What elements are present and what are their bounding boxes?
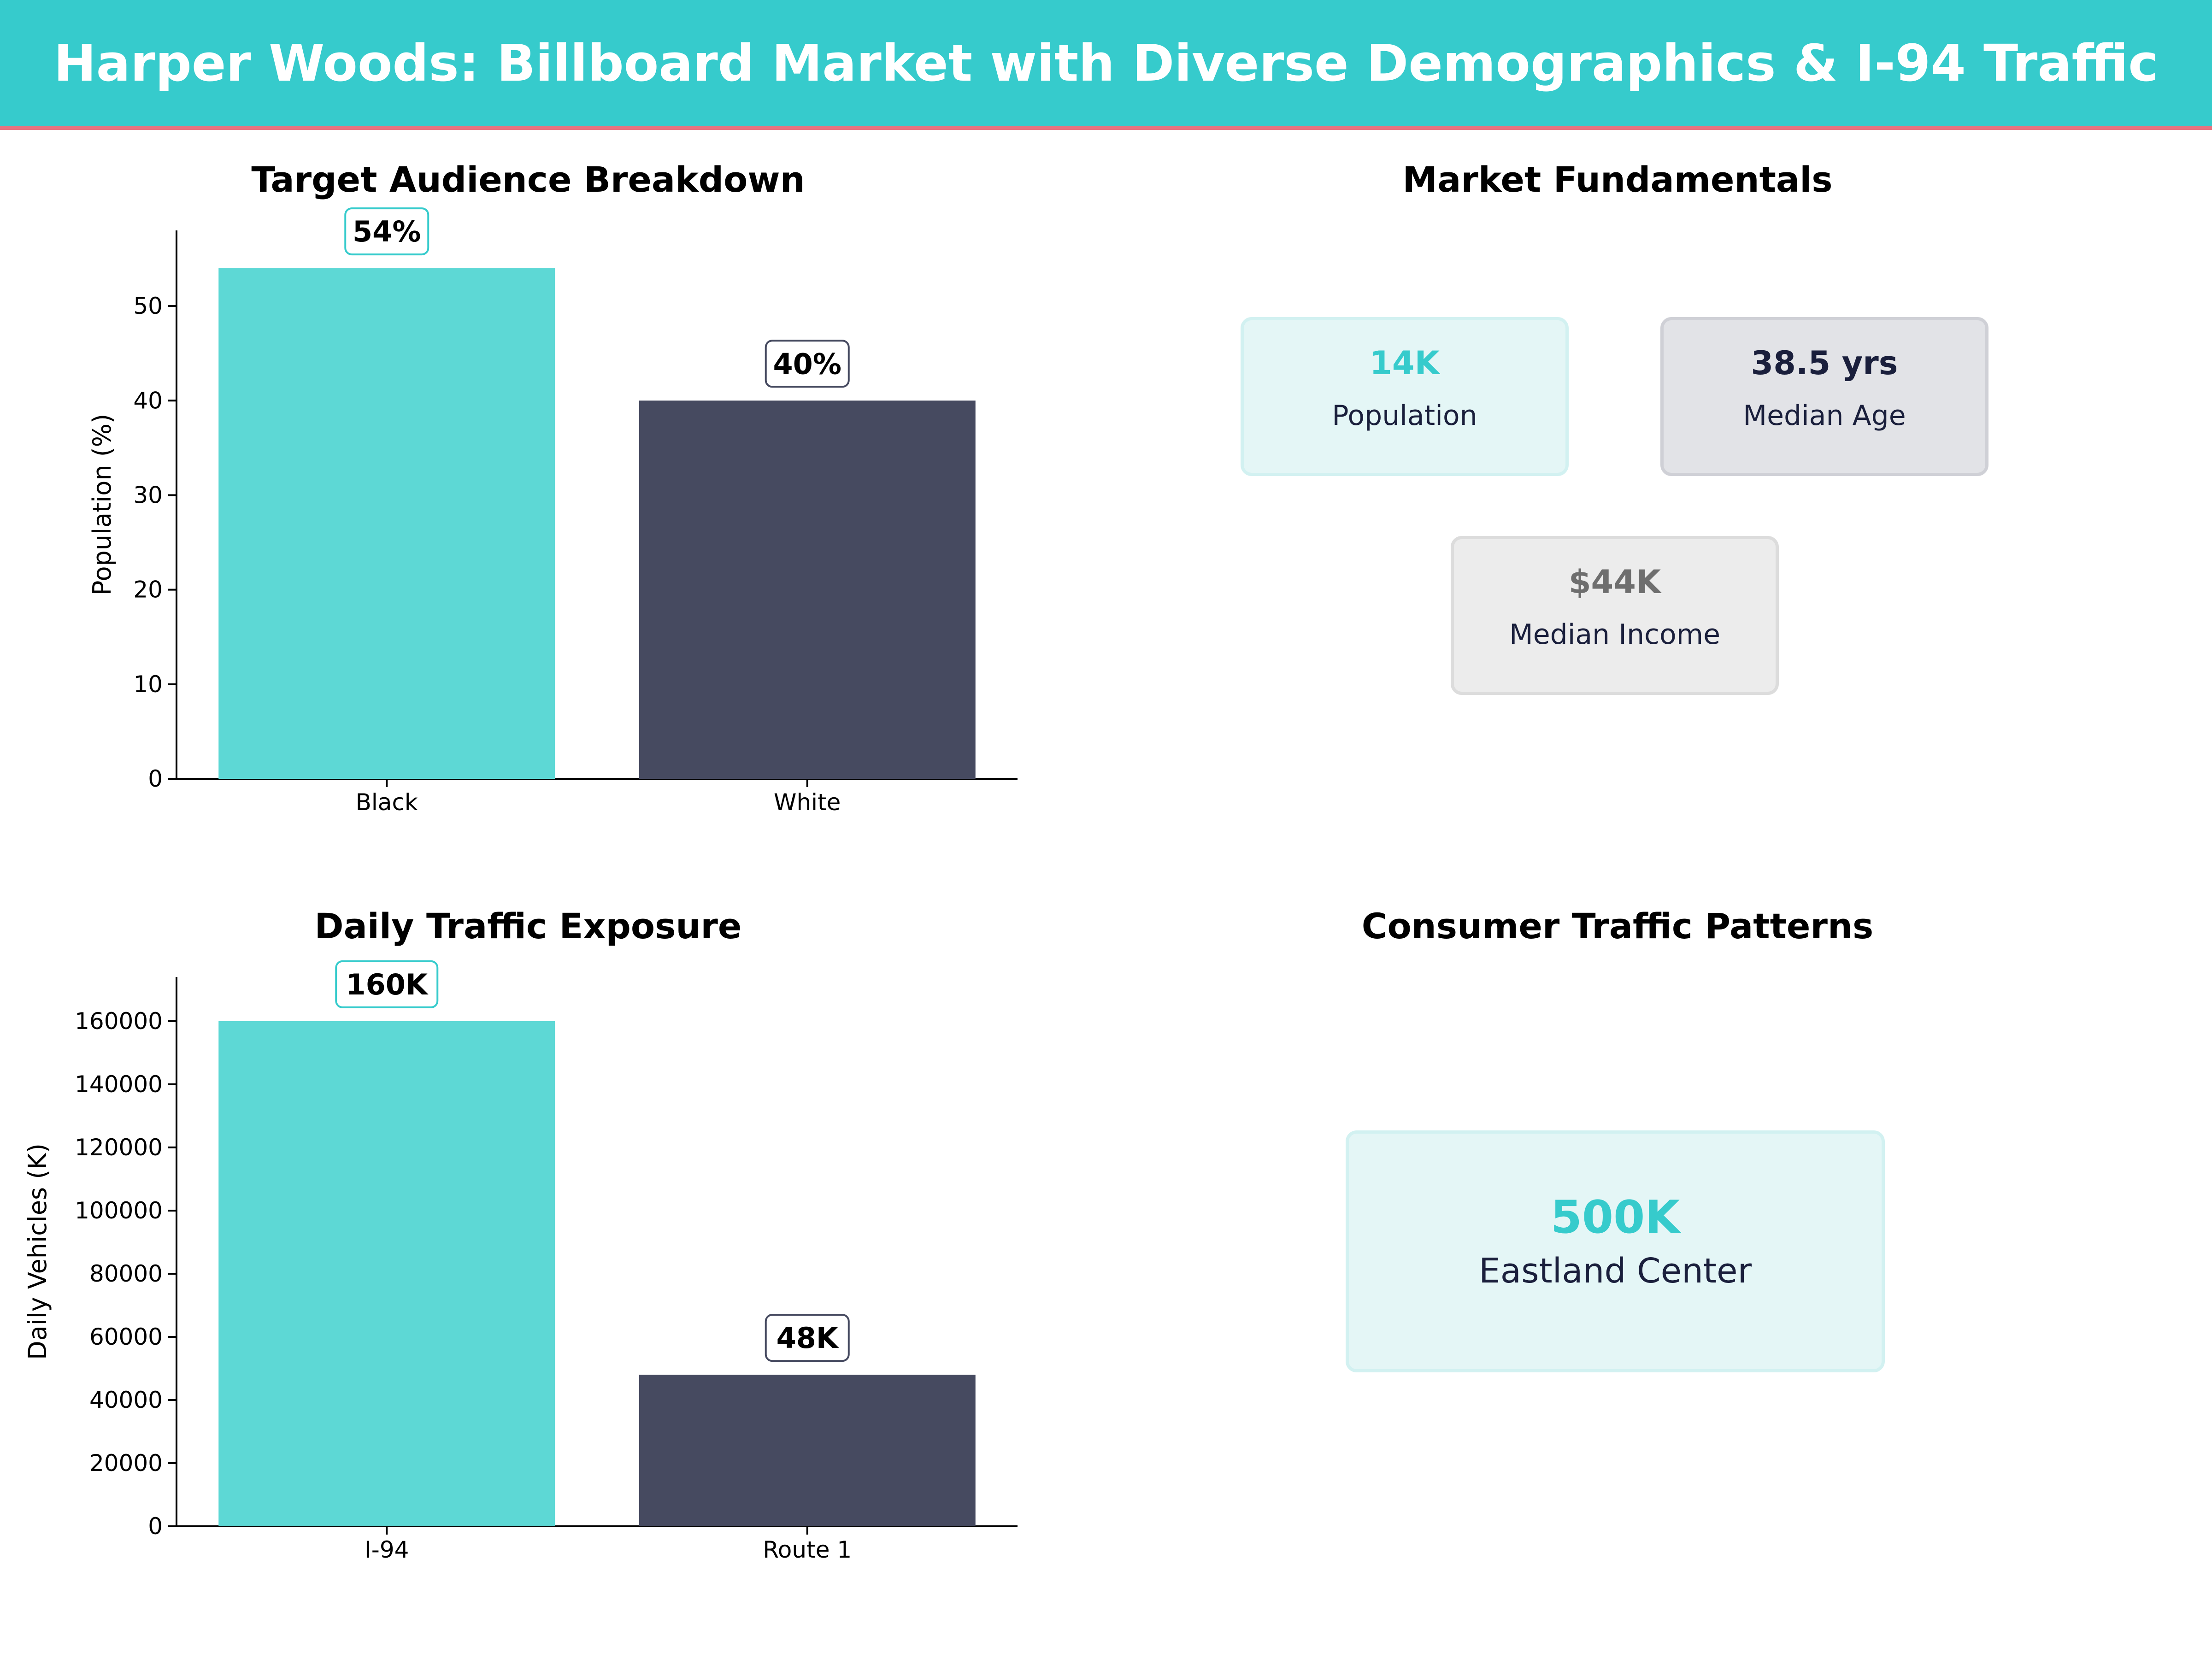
data-label-box — [335, 960, 439, 1008]
x-tick-label: Route 1 — [763, 1536, 852, 1563]
page-title: Harper Woods: Billboard Market with Dive… — [53, 34, 2159, 93]
data-label-box — [765, 340, 850, 388]
kpi-card-median-income: $44K Median Income — [1451, 536, 1779, 695]
kpi-value-population: 14K — [1370, 344, 1440, 382]
y-tick-label: 40000 — [89, 1387, 163, 1413]
data-label: 48K — [777, 1321, 839, 1355]
bar — [218, 1021, 555, 1526]
x-tick-label: I-94 — [365, 1536, 409, 1563]
y-tick-label: 10 — [133, 671, 163, 698]
y-tick-label: 100000 — [75, 1197, 163, 1224]
traffic-pattern-label: Eastland Center — [1478, 1251, 1752, 1291]
kpi-label-median-age: Median Age — [1743, 400, 1906, 432]
traffic-pattern-value: 500K — [1550, 1191, 1680, 1244]
bar — [639, 1375, 976, 1526]
y-tick-label: 0 — [148, 1513, 163, 1540]
y-tick-label: 20 — [133, 577, 163, 603]
traffic-pattern-card: 500K Eastland Center — [1346, 1130, 1885, 1372]
bar — [218, 268, 555, 779]
y-axis-label: Daily Vehicles (K) — [23, 1143, 52, 1360]
data-label-box — [765, 1314, 850, 1362]
y-tick-label: 20000 — [89, 1450, 163, 1477]
kpi-card-population: 14K Population — [1241, 317, 1569, 476]
x-tick-label: Black — [356, 789, 418, 816]
kpi-label-median-income: Median Income — [1509, 618, 1721, 651]
y-tick-label: 160000 — [75, 1008, 163, 1035]
y-tick-label: 80000 — [89, 1260, 163, 1287]
audience-chart-title: Target Audience Breakdown — [251, 159, 805, 200]
y-axis-label: Population (%) — [88, 414, 117, 595]
y-tick-label: 40 — [133, 387, 163, 414]
header-banner: Harper Woods: Billboard Market with Dive… — [0, 0, 2212, 130]
x-tick-label: White — [774, 789, 841, 816]
traffic-patterns-title: Consumer Traffic Patterns — [1361, 906, 1874, 947]
kpi-card-median-age: 38.5 yrs Median Age — [1660, 317, 1988, 476]
data-label: 40% — [773, 347, 841, 381]
y-tick-label: 60000 — [89, 1324, 163, 1350]
data-label: 160K — [346, 968, 429, 1001]
y-tick-label: 30 — [133, 482, 163, 508]
y-tick-label: 0 — [148, 765, 163, 792]
traffic-chart-title: Daily Traffic Exposure — [314, 906, 742, 947]
y-tick-label: 140000 — [75, 1071, 163, 1098]
data-label-box — [344, 207, 429, 256]
y-tick-label: 120000 — [75, 1134, 163, 1161]
kpi-value-median-income: $44K — [1568, 563, 1661, 601]
data-label: 54% — [353, 215, 421, 248]
kpi-value-median-age: 38.5 yrs — [1751, 344, 1898, 382]
y-tick-label: 50 — [133, 293, 163, 319]
kpi-label-population: Population — [1332, 400, 1477, 432]
fundamentals-title: Market Fundamentals — [1402, 159, 1833, 200]
bar — [639, 400, 976, 779]
